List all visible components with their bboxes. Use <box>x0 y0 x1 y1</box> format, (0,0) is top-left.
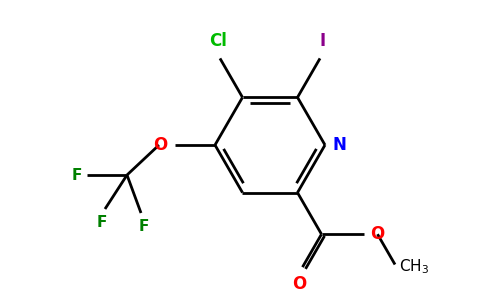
Text: O: O <box>153 136 167 154</box>
Text: O: O <box>292 275 307 293</box>
Text: O: O <box>370 225 385 243</box>
Text: I: I <box>320 32 326 50</box>
Text: CH$_3$: CH$_3$ <box>399 257 429 276</box>
Text: N: N <box>332 136 346 154</box>
Text: F: F <box>72 167 82 182</box>
Text: F: F <box>139 219 149 234</box>
Text: Cl: Cl <box>209 32 227 50</box>
Text: F: F <box>97 215 107 230</box>
